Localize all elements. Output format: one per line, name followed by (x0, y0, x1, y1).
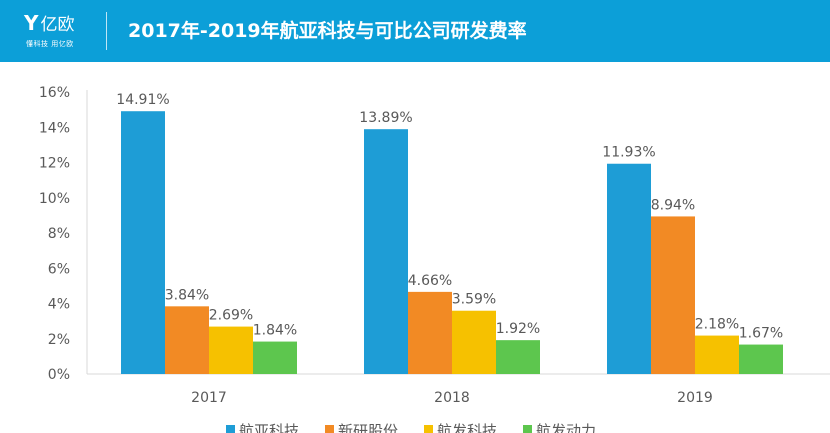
bar (452, 310, 496, 374)
data-label: 4.66% (408, 273, 452, 289)
data-label: 8.94% (651, 197, 695, 213)
y-tick-label: 6% (48, 261, 70, 277)
logo-slogan: 懂科技 用亿欧 (26, 40, 74, 48)
y-tick-label: 8% (48, 226, 70, 242)
header-banner: Y 亿欧 懂科技 用亿欧 2017年-2019年航亚科技与可比公司研发费率 (0, 0, 830, 62)
bar (209, 326, 253, 374)
legend-swatch (226, 425, 235, 433)
y-tick-label: 0% (48, 367, 70, 383)
logo-text: 亿欧 (40, 15, 75, 35)
logo-y-icon: Y (24, 10, 39, 35)
legend-swatch (325, 425, 334, 433)
data-label: 1.84% (253, 323, 297, 339)
bar (496, 340, 540, 374)
bar (607, 163, 651, 374)
bar (253, 341, 297, 374)
data-label: 1.67% (739, 326, 783, 342)
bar (121, 111, 165, 375)
y-tick-label: 10% (39, 191, 70, 207)
x-tick-label: 2019 (677, 390, 713, 406)
y-tick-label: 4% (48, 297, 70, 313)
legend-label: 航发动力 (536, 422, 596, 433)
legend-label: 新研股份 (338, 422, 398, 433)
legend-swatch (424, 425, 433, 433)
data-label: 13.89% (359, 110, 412, 126)
data-label: 14.91% (116, 92, 169, 108)
legend-swatch (523, 425, 532, 433)
data-label: 2.69% (209, 308, 253, 324)
bar (695, 335, 739, 374)
y-tick-label: 2% (48, 332, 70, 348)
page-title: 2017年-2019年航亚科技与可比公司研发费率 (128, 20, 527, 42)
logo: Y 亿欧 懂科技 用亿欧 (24, 10, 88, 52)
data-label: 2.18% (695, 317, 739, 333)
data-label: 3.84% (165, 287, 209, 303)
data-label: 11.93% (602, 145, 655, 161)
y-tick-label: 12% (39, 156, 70, 172)
y-tick-label: 16% (39, 85, 70, 101)
bar (739, 344, 783, 374)
bar (364, 129, 408, 374)
x-tick-label: 2018 (434, 390, 470, 406)
legend-label: 航亚科技 (239, 422, 299, 433)
bar (408, 291, 452, 374)
header-divider (106, 12, 107, 50)
bar (165, 306, 209, 374)
data-label: 1.92% (496, 321, 540, 337)
y-tick-label: 14% (39, 120, 70, 136)
x-tick-label: 2017 (191, 390, 227, 406)
bar (651, 216, 695, 374)
legend-label: 航发科技 (437, 422, 497, 433)
data-label: 3.59% (452, 292, 496, 308)
